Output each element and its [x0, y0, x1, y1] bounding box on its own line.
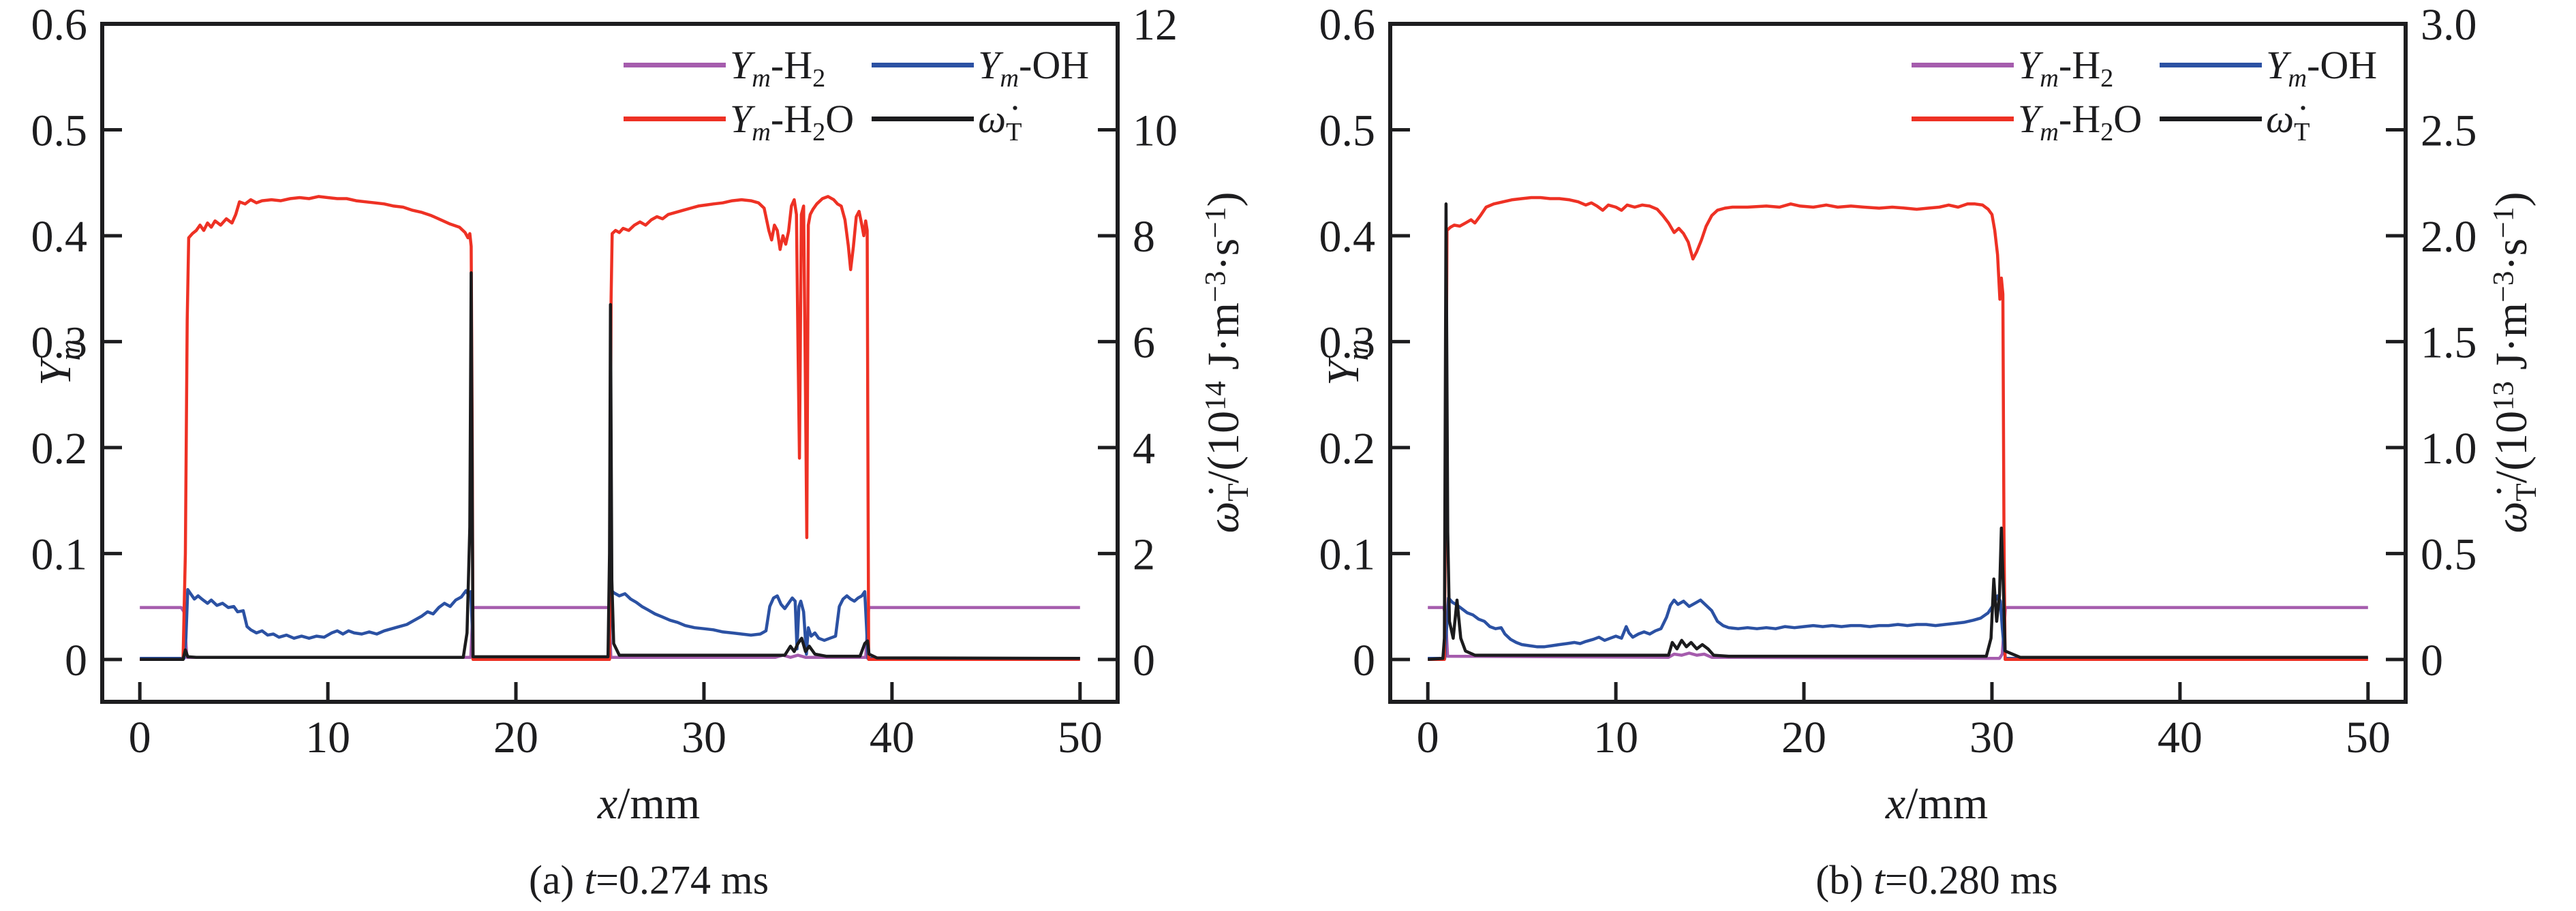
x-tick-label: 20 — [493, 713, 538, 762]
series-Ym-H2O — [140, 195, 1080, 662]
legend-label-h2: Ym-H2 — [730, 43, 826, 93]
y-right-tick-label: 1.5 — [2421, 318, 2477, 367]
legend-item-h2o: Ym-H2O — [624, 96, 855, 147]
chart-b-canvas: 0 10 20 30 40 50 0 0.1 0.2 0.3 0.4 0.5 0.6 0 0.5 1.0 1.5… — [1319, 0, 2477, 762]
panel-caption: (b) t=0.280 ms — [1815, 857, 2058, 903]
series-group — [1428, 196, 2368, 662]
legend-label-omega: ω̇T — [978, 97, 1022, 147]
legend-swatch-h2o — [624, 117, 726, 121]
panel-caption: (a) t=0.274 ms — [528, 857, 769, 903]
y-right-tick-label: 0.5 — [2421, 529, 2477, 579]
y-left-tick-label: 0.1 — [31, 529, 88, 579]
x-tick-label: 20 — [1781, 713, 1826, 762]
y-left-tick-label: 0.5 — [1319, 106, 1376, 155]
x-axis-label: x/mm — [1885, 779, 1989, 829]
x-tick-label: 30 — [1969, 713, 2014, 762]
y-left-tick-label: 0.1 — [1319, 529, 1376, 579]
x-tick-label: 0 — [1417, 713, 1439, 762]
axes: 0 10 20 30 40 50 0 0.1 0.2 0.3 0.4 0.5 0.6 0 2 4 6 8 10 12 — [31, 0, 1178, 762]
y-left-tick-label: 0.4 — [1319, 212, 1376, 262]
y-right-tick-label: 10 — [1133, 106, 1178, 155]
y-left-tick-label: 0.6 — [1319, 0, 1376, 50]
plot-border — [1388, 22, 2408, 704]
x-tick-label: 50 — [1058, 713, 1103, 762]
legend-label-h2: Ym-H2 — [2018, 43, 2114, 93]
y-right-tick-label: 0 — [2421, 636, 2443, 685]
y-left-tick-label: 0.5 — [31, 106, 88, 155]
legend-swatch-oh — [872, 63, 975, 67]
legend: Ym-H2 Ym-OH Ym-H2O ω̇T — [624, 42, 1090, 147]
y-right-tick-label: 3.0 — [2421, 0, 2477, 50]
y-axis-label-left: Ym — [1319, 339, 1375, 386]
legend: Ym-H2 Ym-OH Ym-H2O ω̇T — [1912, 42, 2378, 147]
series-Ym-OH — [1428, 594, 2368, 660]
x-tick-label: 40 — [2158, 713, 2203, 762]
legend-item-omega: ω̇T — [872, 96, 1089, 147]
y-right-tick-label: 8 — [1133, 212, 1155, 262]
legend-item-oh: Ym-OH — [2160, 42, 2378, 93]
y-right-tick-label: 4 — [1133, 424, 1155, 474]
legend-label-omega: ω̇T — [2266, 97, 2310, 147]
x-tick-label: 0 — [129, 713, 151, 762]
legend-swatch-omega — [2160, 117, 2263, 121]
y-left-tick-label: 0.3 — [1319, 318, 1376, 367]
y-right-tick-label: 2.0 — [2421, 212, 2477, 262]
series-group — [140, 195, 1080, 662]
y-left-tick-label: 0.6 — [31, 0, 88, 50]
y-right-tick-label: 2.5 — [2421, 106, 2477, 155]
y-right-tick-label: 6 — [1133, 318, 1155, 367]
legend-item-h2: Ym-H2 — [1912, 42, 2142, 93]
y-left-tick-label: 0.4 — [31, 212, 88, 262]
series-Ym-H2O — [1428, 196, 2368, 662]
plot-border — [100, 22, 1120, 704]
y-right-tick-label: 2 — [1133, 529, 1155, 579]
legend-swatch-h2 — [624, 63, 726, 67]
legend-swatch-h2o — [1912, 117, 2014, 121]
legend-label-oh: Ym-OH — [2266, 43, 2378, 93]
legend-label-oh: Ym-OH — [978, 43, 1090, 93]
legend-label-h2o: Ym-H2O — [2018, 97, 2143, 147]
y-left-tick-label: 0.2 — [1319, 424, 1376, 474]
y-axis-label-left: Ym — [31, 339, 87, 386]
legend-item-h2o: Ym-H2O — [1912, 96, 2143, 147]
y-right-tick-label: 1.0 — [2421, 424, 2477, 474]
y-left-tick-label: 0.2 — [31, 424, 88, 474]
y-right-tick-label: 12 — [1133, 0, 1178, 50]
x-tick-label: 10 — [1593, 713, 1638, 762]
axes: 0 10 20 30 40 50 0 0.1 0.2 0.3 0.4 0.5 0.6 0 0.5 1.0 1.5… — [1319, 0, 2477, 762]
series-Ym-H2 — [1428, 606, 2368, 660]
series-omegaT — [1428, 202, 2368, 662]
panel-a: 0 10 20 30 40 50 0 0.1 0.2 0.3 0.4 0.5 0.6 0 2 4 6 8 10 12 … — [31, 0, 1255, 903]
y-axis-label-right: ω̇T/(1013 J·m−3·s−1) — [2487, 191, 2543, 534]
legend-item-h2: Ym-H2 — [624, 42, 854, 93]
x-tick-label: 30 — [681, 713, 726, 762]
y-right-tick-label: 0 — [1133, 636, 1155, 685]
legend-item-oh: Ym-OH — [872, 42, 1090, 93]
legend-swatch-h2 — [1912, 63, 2014, 67]
chart-a-canvas: 0 10 20 30 40 50 0 0.1 0.2 0.3 0.4 0.5 0.6 0 2 4 6 8 10 12 — [31, 0, 1178, 762]
x-tick-label: 40 — [870, 713, 915, 762]
y-axis-label-right: ω̇T/(1014 J·m−3·s−1) — [1199, 191, 1255, 534]
series-omegaT — [140, 271, 1080, 662]
y-left-tick-label: 0 — [65, 636, 87, 685]
legend-swatch-omega — [872, 117, 975, 121]
x-tick-label: 50 — [2346, 713, 2391, 762]
legend-swatch-oh — [2160, 63, 2263, 67]
y-left-tick-label: 0.3 — [31, 318, 88, 367]
panel-b: 0 10 20 30 40 50 0 0.1 0.2 0.3 0.4 0.5 0.6 0 0.5 1.0 1.5… — [1288, 0, 2576, 911]
legend-item-omega: ω̇T — [2160, 96, 2377, 147]
x-tick-label: 10 — [305, 713, 350, 762]
y-left-tick-label: 0 — [1353, 636, 1375, 685]
x-axis-label: x/mm — [597, 779, 701, 829]
legend-label-h2o: Ym-H2O — [730, 97, 855, 147]
